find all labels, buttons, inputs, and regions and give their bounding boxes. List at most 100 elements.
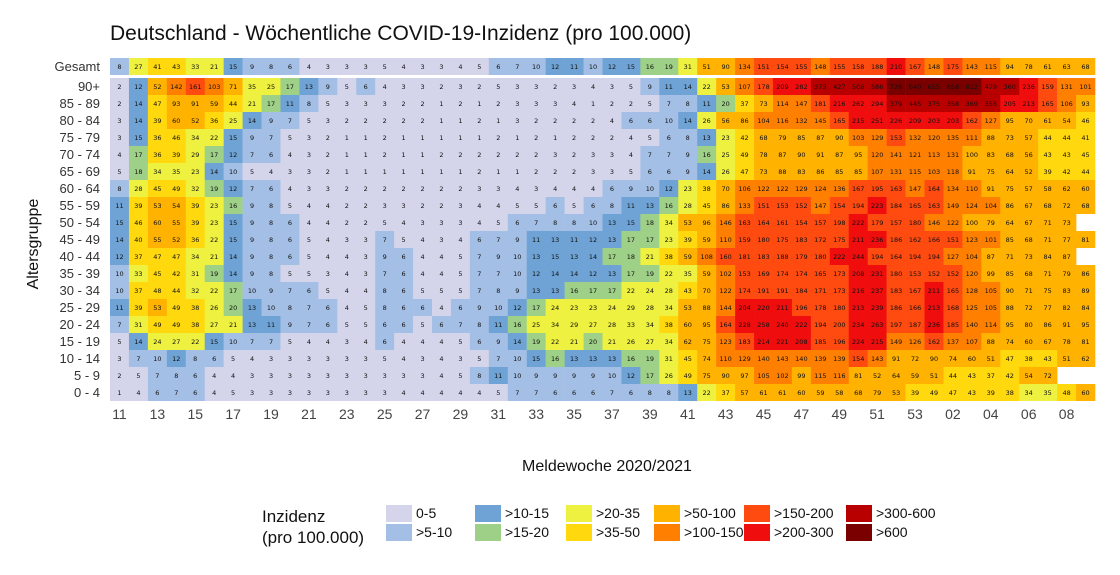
cell-value: 2 [402, 100, 406, 108]
heatmap-cell [545, 282, 565, 299]
heatmap-cell [432, 214, 452, 231]
heatmap-cell [526, 384, 546, 401]
cell-value: 51 [1062, 355, 1070, 363]
cell-value: 19 [532, 338, 540, 346]
cell-value: 63 [1062, 63, 1070, 71]
cell-value: 20 [229, 304, 237, 312]
cell-value: 4 [439, 304, 443, 312]
cell-value: 6 [288, 219, 292, 227]
cell-value: 99 [987, 270, 995, 278]
heatmap-cell [602, 214, 622, 231]
cell-value: 53 [892, 389, 900, 397]
heatmap-cell [280, 129, 300, 146]
heatmap-cell [621, 248, 641, 265]
cell-value: 167 [852, 185, 864, 193]
cell-value: 6 [553, 202, 557, 210]
heatmap-cell [450, 231, 471, 248]
cell-value: 6 [477, 236, 481, 244]
heatmap-cell [867, 180, 887, 197]
heatmap-cell [754, 299, 774, 316]
heatmap-cell [166, 282, 187, 299]
heatmap-cell [678, 333, 698, 350]
cell-value: 5 [402, 236, 406, 244]
heatmap-cell [697, 214, 717, 231]
heatmap-cell [469, 248, 490, 265]
cell-value: 4 [269, 168, 273, 176]
cell-value: 3 [288, 389, 292, 397]
heatmap-cell [166, 316, 187, 333]
x-tick-label: 02 [945, 406, 961, 422]
cell-value: 3 [326, 185, 330, 193]
cell-value: 8 [269, 270, 273, 278]
cell-value: 6 [269, 185, 273, 193]
cell-value: 5 [288, 270, 292, 278]
heatmap-cell [526, 350, 546, 367]
heatmap-cell [905, 214, 925, 231]
heatmap-cell [507, 367, 528, 384]
cell-value: 216 [852, 287, 864, 295]
cell-value: 1 [458, 134, 462, 142]
heatmap-cell [526, 95, 546, 112]
cell-value: 163 [928, 202, 940, 210]
heatmap-cell [905, 299, 925, 316]
heatmap-cell [602, 129, 622, 146]
heatmap-cell [337, 197, 357, 214]
legend-swatch [654, 505, 680, 522]
heatmap-cell [867, 58, 887, 75]
cell-value: 178 [757, 83, 769, 91]
cell-value: 6 [458, 304, 462, 312]
cell-value: 43 [684, 287, 692, 295]
heatmap-cell [337, 146, 357, 163]
cell-value: 4 [420, 338, 424, 346]
cell-value: 86 [816, 168, 824, 176]
cell-value: 7 [667, 151, 671, 159]
cell-value: 226 [890, 117, 902, 125]
heatmap-cell [583, 163, 603, 180]
cell-value: 122 [719, 287, 731, 295]
heatmap-cell [507, 265, 528, 282]
cell-value: 115 [909, 168, 921, 176]
legend-swatch [475, 524, 501, 541]
heatmap-cell [110, 78, 130, 95]
heatmap-cell [469, 78, 490, 95]
heatmap-cell [432, 367, 452, 384]
heatmap-cell [1057, 180, 1077, 197]
cell-value: 6 [648, 117, 652, 125]
heatmap-cell [1038, 350, 1058, 367]
cell-value: 33 [134, 270, 142, 278]
cell-value: 221 [776, 338, 788, 346]
cell-value: 164 [890, 253, 902, 261]
cell-value: 10 [248, 287, 256, 295]
heatmap-cell [469, 112, 490, 129]
cell-value: 13 [703, 134, 711, 142]
heatmap-cell [981, 180, 1001, 197]
cell-value: 74 [1006, 338, 1014, 346]
heatmap-cell [640, 282, 660, 299]
cell-value: 2 [117, 83, 121, 91]
heatmap-cell [621, 265, 641, 282]
cell-value: 208 [852, 270, 864, 278]
heatmap-cell [545, 299, 565, 316]
heatmap-cell [375, 282, 395, 299]
cell-value: 2 [117, 100, 121, 108]
row-label: 80 - 84 [60, 113, 100, 128]
heatmap-cell [735, 95, 755, 112]
cell-value: 7 [269, 134, 273, 142]
cell-value: 12 [513, 304, 521, 312]
heatmap-cell [469, 299, 490, 316]
heatmap-cell [905, 197, 925, 214]
cell-value: 9 [515, 236, 519, 244]
cell-value: 12 [172, 355, 180, 363]
cell-value: 9 [250, 63, 254, 71]
cell-value: 13 [551, 236, 559, 244]
heatmap-cell [791, 350, 812, 367]
cell-value: 5 [231, 389, 235, 397]
cell-value: 62 [1081, 355, 1089, 363]
heatmap-cell [469, 95, 490, 112]
heatmap-cell [848, 350, 868, 367]
cell-value: 211 [852, 236, 864, 244]
cell-value: 11 [494, 321, 502, 329]
heatmap-cell [394, 231, 414, 248]
heatmap-cell [204, 58, 224, 75]
cell-value: 8 [383, 287, 387, 295]
